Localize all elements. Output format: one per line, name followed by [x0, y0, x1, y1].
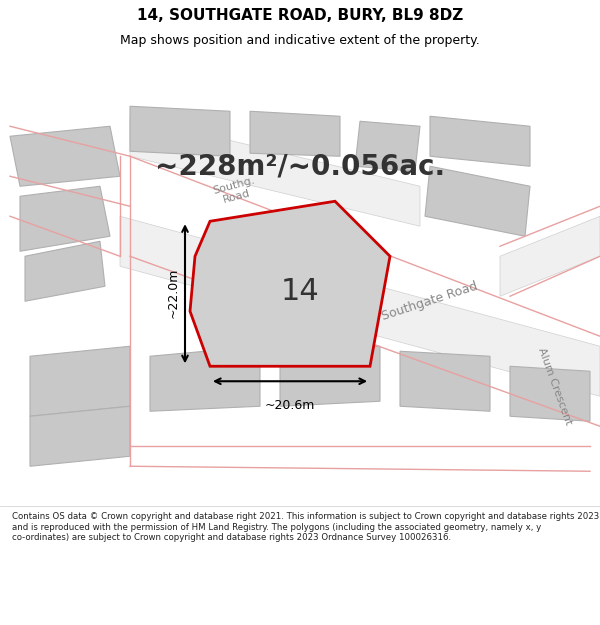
Text: Southgate Road: Southgate Road: [380, 279, 479, 323]
Text: Contains OS data © Crown copyright and database right 2021. This information is : Contains OS data © Crown copyright and d…: [12, 512, 599, 542]
Text: Alum Crescent: Alum Crescent: [536, 346, 574, 426]
Polygon shape: [130, 106, 230, 156]
Polygon shape: [25, 241, 105, 301]
Polygon shape: [150, 346, 260, 411]
Polygon shape: [10, 126, 120, 186]
Text: ~228m²/~0.056ac.: ~228m²/~0.056ac.: [155, 152, 445, 180]
Polygon shape: [30, 406, 130, 466]
Text: ~20.6m: ~20.6m: [265, 399, 315, 412]
Polygon shape: [130, 116, 420, 226]
Text: Map shows position and indicative extent of the property.: Map shows position and indicative extent…: [120, 34, 480, 47]
Polygon shape: [120, 216, 600, 396]
Polygon shape: [355, 121, 420, 171]
Polygon shape: [400, 351, 490, 411]
Text: Southg.
Road: Southg. Road: [211, 175, 259, 208]
Polygon shape: [425, 166, 530, 236]
Polygon shape: [510, 366, 590, 421]
Text: 14, SOUTHGATE ROAD, BURY, BL9 8DZ: 14, SOUTHGATE ROAD, BURY, BL9 8DZ: [137, 8, 463, 23]
Polygon shape: [280, 346, 380, 406]
Polygon shape: [430, 116, 530, 166]
Text: ~22.0m: ~22.0m: [167, 268, 180, 318]
Polygon shape: [20, 186, 110, 251]
Text: 14: 14: [281, 277, 319, 306]
Polygon shape: [500, 216, 600, 296]
Polygon shape: [190, 201, 390, 366]
Polygon shape: [250, 111, 340, 156]
Polygon shape: [30, 346, 130, 416]
